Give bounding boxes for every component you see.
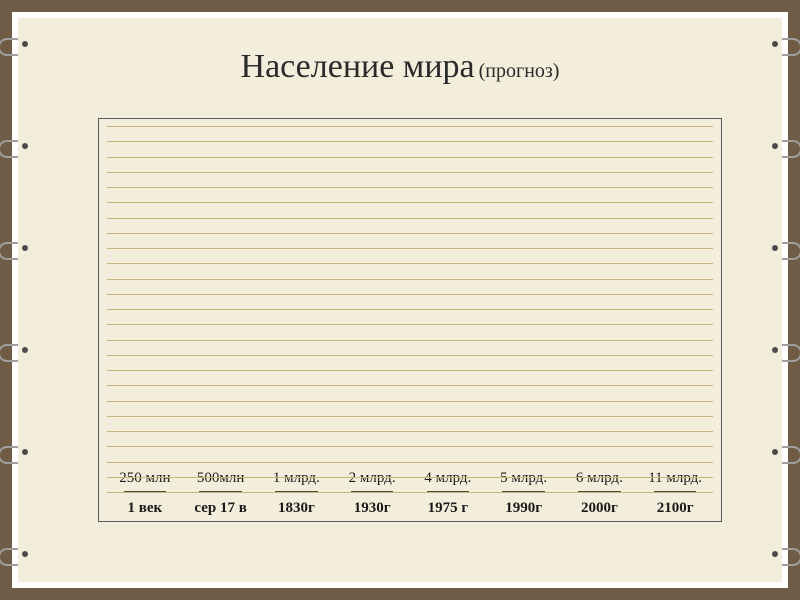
gridline bbox=[107, 370, 713, 371]
x-axis-label: 2100г bbox=[637, 495, 713, 521]
x-axis: 1 вексер 17 в1830г1930г1975 г1990г2000г2… bbox=[107, 495, 713, 521]
spiral-ring-icon bbox=[0, 236, 34, 262]
chart-area: 250 млн 500млн 1 млрд. 2 млрд. 4 млрд. 5 млрд… bbox=[98, 118, 722, 522]
x-axis-label: 2000г bbox=[562, 495, 638, 521]
gridline bbox=[107, 462, 713, 463]
bar-value-label: 5 млрд. bbox=[500, 470, 547, 487]
spiral-ring-icon bbox=[0, 542, 34, 568]
x-axis-label: 1990г bbox=[486, 495, 562, 521]
bar-value-label: 1 млрд. bbox=[273, 470, 320, 487]
gridline bbox=[107, 431, 713, 432]
gridline bbox=[107, 202, 713, 203]
gridline bbox=[107, 248, 713, 249]
gridline bbox=[107, 324, 713, 325]
gridline bbox=[107, 218, 713, 219]
x-axis-label: 1 век bbox=[107, 495, 183, 521]
spiral-ring-icon bbox=[0, 440, 34, 466]
title-main: Население мира bbox=[241, 48, 475, 85]
bar-value-label: 11 млрд. bbox=[648, 470, 702, 487]
bar-value-label: 4 млрд. bbox=[424, 470, 471, 487]
spiral-ring-icon bbox=[766, 236, 800, 262]
gridline bbox=[107, 263, 713, 264]
bar-slot: 2 млрд. bbox=[334, 470, 410, 493]
spiral-binding-left bbox=[0, 18, 34, 582]
x-axis-label: сер 17 в bbox=[183, 495, 259, 521]
x-axis-label: 1975 г bbox=[410, 495, 486, 521]
gridline bbox=[107, 294, 713, 295]
bar-value-label: 500млн bbox=[197, 470, 245, 487]
gridline bbox=[107, 340, 713, 341]
bar-slot: 1 млрд. bbox=[259, 470, 335, 493]
spiral-ring-icon bbox=[766, 338, 800, 364]
bar-value-label: 6 млрд. bbox=[576, 470, 623, 487]
slide-paper: Население мира (прогноз) 250 млн 500млн 1 … bbox=[12, 12, 788, 588]
bar-slot: 11 млрд. bbox=[637, 470, 713, 493]
bar-value-label: 2 млрд. bbox=[349, 470, 396, 487]
x-axis-label: 1830г bbox=[259, 495, 335, 521]
bar-slot: 4 млрд. bbox=[410, 470, 486, 493]
spiral-ring-icon bbox=[0, 338, 34, 364]
bar-value-label: 250 млн bbox=[119, 470, 170, 487]
gridline bbox=[107, 385, 713, 386]
gridline bbox=[107, 233, 713, 234]
slide-frame: Население мира (прогноз) 250 млн 500млн 1 … bbox=[0, 0, 800, 600]
spiral-ring-icon bbox=[766, 542, 800, 568]
x-axis-label: 1930г bbox=[334, 495, 410, 521]
gridline bbox=[107, 309, 713, 310]
bars-container: 250 млн 500млн 1 млрд. 2 млрд. 4 млрд. 5 млрд… bbox=[107, 127, 713, 493]
gridline bbox=[107, 279, 713, 280]
bar-slot: 5 млрд. bbox=[486, 470, 562, 493]
gridline bbox=[107, 141, 713, 142]
bar-slot: 6 млрд. bbox=[562, 470, 638, 493]
plot-area: 250 млн 500млн 1 млрд. 2 млрд. 4 млрд. 5 млрд… bbox=[107, 127, 713, 493]
gridline bbox=[107, 446, 713, 447]
gridline bbox=[107, 187, 713, 188]
spiral-ring-icon bbox=[0, 134, 34, 160]
title-sub: (прогноз) bbox=[479, 60, 560, 82]
gridline bbox=[107, 477, 713, 478]
gridline bbox=[107, 126, 713, 127]
gridline bbox=[107, 416, 713, 417]
bar-slot: 250 млн bbox=[107, 470, 183, 493]
spiral-ring-icon bbox=[766, 440, 800, 466]
gridline bbox=[107, 401, 713, 402]
bar-slot: 500млн bbox=[183, 470, 259, 493]
spiral-binding-right bbox=[766, 18, 800, 582]
spiral-ring-icon bbox=[766, 134, 800, 160]
gridline bbox=[107, 492, 713, 493]
gridline bbox=[107, 355, 713, 356]
gridline bbox=[107, 172, 713, 173]
chart-title: Население мира (прогноз) bbox=[18, 48, 782, 86]
gridline bbox=[107, 157, 713, 158]
